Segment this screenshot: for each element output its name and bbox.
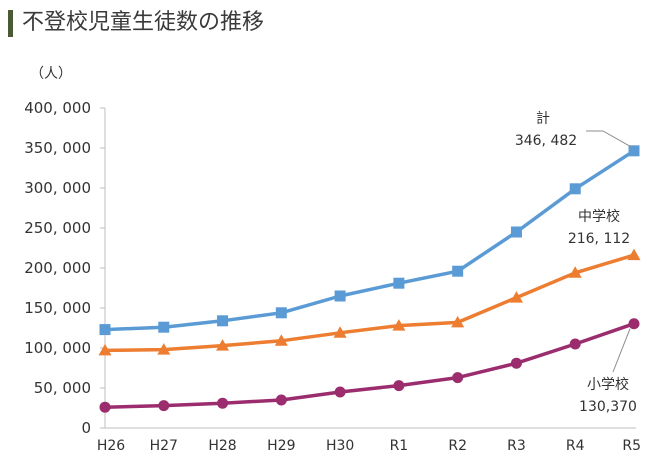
x-tick-label: R4 — [566, 438, 585, 454]
y-axis-unit-label: （人） — [30, 66, 72, 82]
data-point-marker — [216, 339, 230, 351]
x-tick-label: H26 — [97, 438, 125, 454]
data-point-marker — [452, 372, 464, 384]
series-line — [104, 322, 635, 409]
data-point-marker — [333, 326, 347, 338]
data-point-marker — [393, 277, 405, 289]
data-point-marker — [334, 386, 346, 398]
callout-leader-line — [586, 130, 632, 148]
end-value-label-junior-high: 216, 112 — [568, 231, 630, 247]
data-point-marker — [274, 334, 288, 346]
data-point-marker — [569, 183, 581, 195]
x-tick-label: R2 — [448, 438, 467, 454]
data-point-marker — [157, 343, 171, 355]
series-label-elementary: 小学校 — [587, 376, 629, 393]
data-point-marker — [392, 319, 406, 331]
y-tick-label: 400, 000 — [24, 99, 91, 117]
data-point-marker — [217, 315, 229, 327]
data-point-marker — [217, 397, 229, 409]
data-point-marker — [334, 290, 346, 302]
data-point-marker — [99, 324, 111, 336]
series-line — [104, 253, 635, 353]
data-point-marker — [393, 380, 405, 392]
x-tick-label: H29 — [267, 438, 295, 454]
data-point-marker — [98, 343, 112, 356]
x-tick-label: R1 — [390, 438, 409, 454]
data-point-marker — [628, 145, 640, 157]
data-point-marker — [451, 315, 465, 328]
data-point-marker — [569, 338, 581, 350]
x-tick-label: H27 — [150, 438, 178, 454]
data-point-marker — [510, 357, 522, 369]
y-tick-label: 250, 000 — [24, 219, 91, 237]
page-title: 不登校児童生徒数の推移 — [22, 10, 265, 35]
end-value-label-elementary: 130,370 — [579, 399, 637, 415]
y-tick-label: 100, 000 — [24, 339, 91, 357]
series-label-total: 計 — [536, 111, 550, 127]
series-line — [104, 149, 635, 332]
data-point-marker — [628, 318, 640, 330]
x-tick-label: H30 — [326, 438, 354, 454]
y-tick-label: 350, 000 — [24, 139, 91, 157]
y-tick-label: 50, 000 — [34, 379, 91, 397]
data-point-marker — [275, 394, 287, 406]
x-tick-label: R5 — [622, 438, 641, 454]
title-accent-bar — [8, 10, 13, 37]
callout-leader-line — [612, 328, 631, 373]
series-label-junior-high: 中学校 — [578, 208, 620, 225]
y-tick-label: 0 — [81, 419, 91, 437]
end-value-label-total: 346, 482 — [515, 133, 577, 149]
data-point-marker — [568, 266, 582, 278]
data-point-marker — [158, 321, 170, 333]
y-tick-label: 300, 000 — [24, 179, 91, 197]
data-point-marker — [509, 291, 523, 303]
data-point-marker — [158, 400, 170, 412]
y-tick-label: 200, 000 — [24, 259, 91, 277]
x-tick-label: H28 — [208, 438, 236, 454]
x-tick-label: R3 — [507, 438, 526, 454]
data-point-marker — [510, 226, 522, 238]
data-point-marker — [627, 248, 641, 261]
data-point-marker — [99, 401, 111, 413]
data-point-marker — [452, 265, 464, 277]
data-point-marker — [275, 307, 287, 319]
y-tick-label: 150, 000 — [24, 299, 91, 317]
